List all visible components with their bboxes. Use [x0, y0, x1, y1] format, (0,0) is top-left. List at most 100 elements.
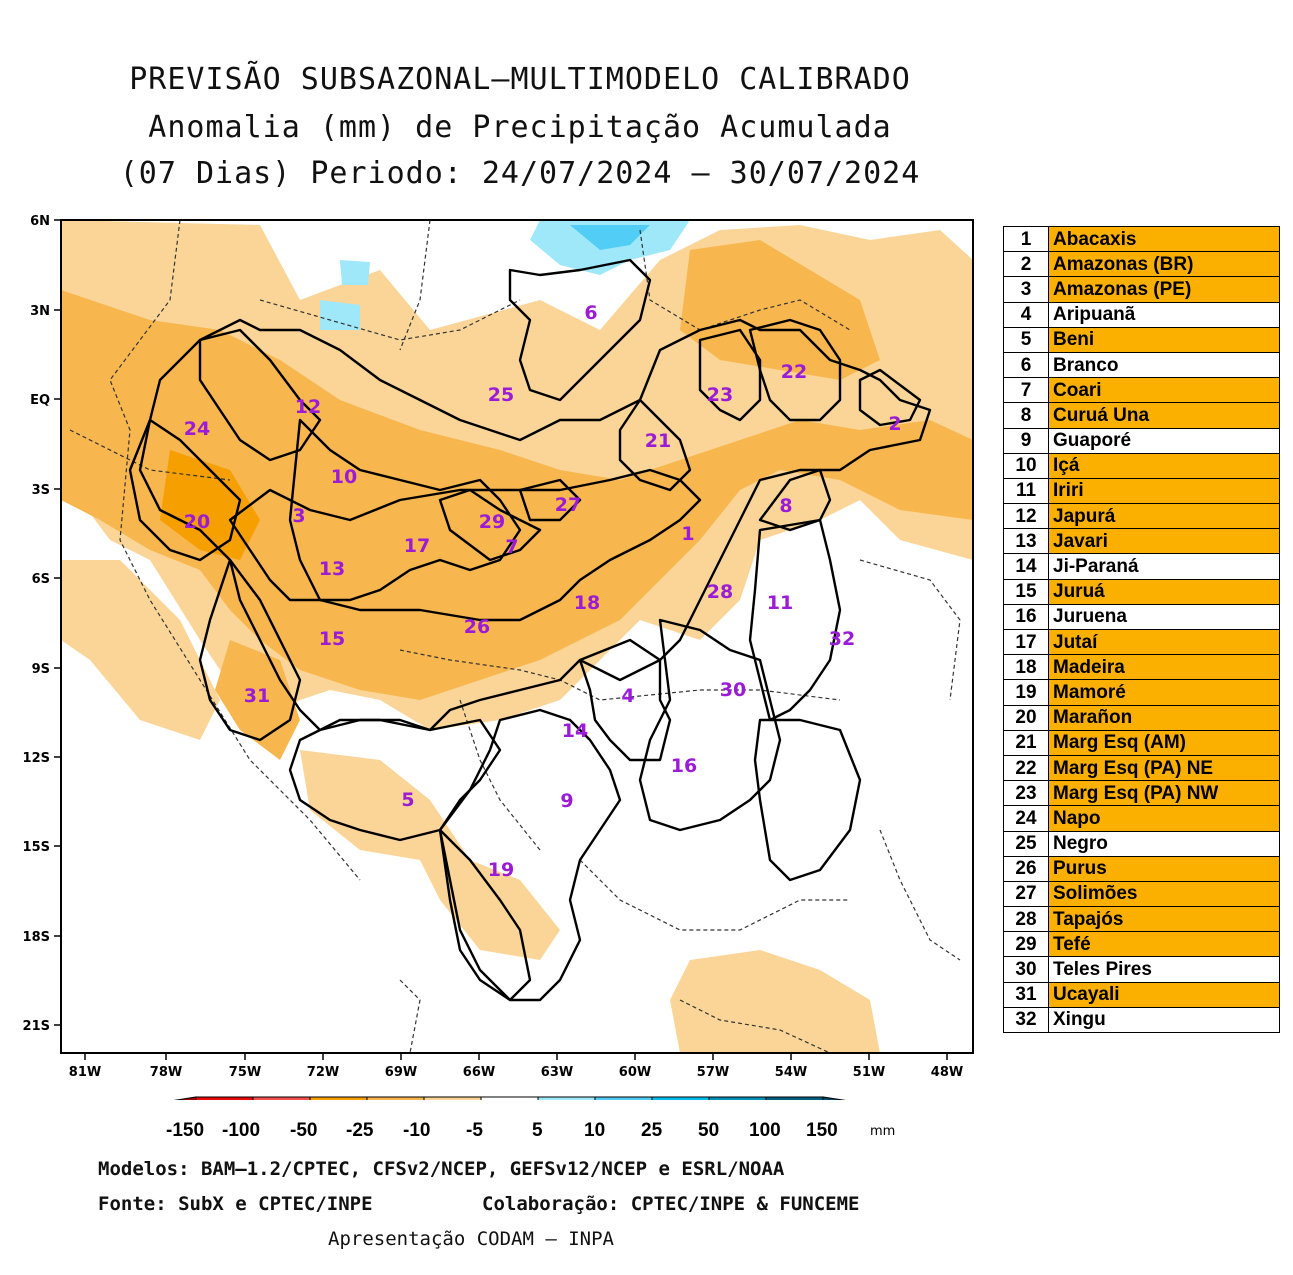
- legend-number: 3: [1003, 276, 1049, 303]
- legend-number: 13: [1003, 528, 1049, 555]
- basin-label: 5: [401, 789, 414, 811]
- colorbar-swatch: [366, 1096, 425, 1100]
- legend-number: 12: [1003, 503, 1049, 530]
- legend-row: 30 Teles Pires: [1003, 956, 1280, 983]
- basin-label: 10: [331, 466, 357, 488]
- lat-axis: 6N 3N EQ 3S 6S 9S 12S 15S 18S 21S: [23, 214, 50, 1034]
- legend-basin-name: Solimões: [1048, 880, 1280, 908]
- basin-label: 24: [184, 418, 210, 440]
- anomaly-light-south: [300, 750, 560, 960]
- lon-tick: 63W: [541, 1065, 573, 1080]
- lon-tick: 48W: [931, 1065, 963, 1080]
- legend-basin-name: Purus: [1048, 855, 1280, 882]
- legend-row: 4 Aripuanã: [1003, 301, 1280, 328]
- basin-label: 30: [720, 679, 746, 701]
- legend-number: 6: [1003, 351, 1049, 379]
- legend-number: 18: [1003, 654, 1049, 681]
- legend-basin-name: Marañon: [1048, 704, 1280, 731]
- colorbar-swatch: [252, 1096, 311, 1100]
- basin-label: 14: [562, 720, 588, 742]
- basin-label: 11: [767, 592, 793, 614]
- legend-basin-name: Napo: [1048, 805, 1280, 832]
- basin-label: 18: [574, 592, 600, 614]
- legend-number: 11: [1003, 477, 1049, 505]
- legend-row: 1 Abacaxis: [1003, 225, 1280, 253]
- lon-tick: 66W: [463, 1065, 495, 1080]
- legend-number: 28: [1003, 906, 1049, 933]
- colorbar-label: 5: [532, 1120, 543, 1141]
- legend-number: 25: [1003, 830, 1049, 857]
- basin-label: 21: [645, 430, 671, 452]
- basin-label: 8: [779, 495, 792, 517]
- legend-number: 16: [1003, 603, 1049, 631]
- colorbar-unit: mm: [870, 1124, 896, 1139]
- lat-tick: 6N: [30, 214, 50, 229]
- legend-row: 29 Tefé: [1003, 931, 1280, 958]
- colorbar-swatch: [195, 1096, 254, 1100]
- legend-row: 8 Curuá Una: [1003, 402, 1280, 429]
- lat-tick: 9S: [32, 662, 50, 677]
- lat-tick: EQ: [30, 393, 50, 408]
- legend-basin-name: Coari: [1048, 377, 1280, 404]
- basin-legend-table: 1 Abacaxis 2 Amazonas (BR) 3 Amazonas (PE) 4 Ar…: [1003, 225, 1280, 1034]
- title-line-1: PREVISÃO SUBSAZONAL–MULTIMODELO CALIBRAD…: [129, 62, 911, 97]
- lon-axis: 81W 78W 75W 72W 69W 66W 63W 60W 57W 54W …: [69, 1065, 963, 1080]
- precipitation-anomaly-map: 81W 78W 75W 72W 69W 66W 63W 60W 57W 54W …: [23, 214, 974, 1100]
- basin-labels: 1 2 3 4 5 6 7 8 9 10 11 12 13 14 15 16 1…: [184, 302, 902, 881]
- colorbar-swatch: [173, 1096, 197, 1100]
- basin-label: 32: [829, 628, 855, 650]
- legend-row: 11 Iriri: [1003, 477, 1280, 505]
- colorbar-swatch: [309, 1096, 368, 1100]
- footer-collab: Colaboração: CPTEC/INPE & FUNCEME: [482, 1193, 860, 1215]
- colorbar-label: -5: [466, 1120, 483, 1141]
- legend-row: 17 Jutaí: [1003, 628, 1280, 656]
- legend-row: 32 Xingu: [1003, 1006, 1280, 1034]
- basin-label: 7: [505, 536, 518, 558]
- basin-label: 13: [319, 558, 345, 580]
- legend-row: 10 Içá: [1003, 452, 1280, 479]
- lon-tick-marks: [84, 1053, 948, 1060]
- legend-row: 16 Juruena: [1003, 603, 1280, 631]
- lat-tick: 12S: [23, 751, 50, 766]
- legend-row: 12 Japurá: [1003, 503, 1280, 530]
- legend-number: 24: [1003, 805, 1049, 832]
- legend-basin-name: Negro: [1048, 830, 1280, 857]
- legend-number: 10: [1003, 452, 1049, 479]
- basin-label: 20: [184, 511, 210, 533]
- legend-number: 23: [1003, 780, 1049, 807]
- legend-basin-name: Aripuanã: [1048, 301, 1280, 328]
- title-line-3: (07 Dias) Periodo: 24/07/2024 – 30/07/20…: [119, 156, 921, 191]
- lat-tick: 6S: [32, 572, 50, 587]
- legend-number: 19: [1003, 679, 1049, 706]
- legend-basin-name: Içá: [1048, 452, 1280, 479]
- legend-basin-name: Teles Pires: [1048, 956, 1280, 983]
- basin-label: 26: [464, 616, 490, 638]
- legend-number: 21: [1003, 729, 1049, 756]
- lat-tick-marks: [54, 219, 61, 1026]
- colorbar-swatch: [765, 1096, 824, 1100]
- legend-row: 3 Amazonas (PE): [1003, 276, 1280, 303]
- legend-row: 26 Purus: [1003, 855, 1280, 882]
- legend-number: 26: [1003, 855, 1049, 882]
- legend-basin-name: Marg Esq (PA) NW: [1048, 780, 1280, 807]
- legend-basin-name: Branco: [1048, 351, 1280, 379]
- legend-basin-name: Beni: [1048, 326, 1280, 353]
- legend-number: 4: [1003, 301, 1049, 328]
- map-frame: [60, 219, 974, 1054]
- lat-tick: 3S: [32, 483, 50, 498]
- legend-basin-name: Abacaxis: [1048, 225, 1280, 253]
- footer-presentation: Apresentação CODAM – INPA: [328, 1228, 614, 1250]
- basin-label: 16: [671, 755, 697, 777]
- legend-number: 1: [1003, 225, 1049, 253]
- colorbar-label: -150: [166, 1120, 205, 1141]
- lat-tick: 21S: [23, 1019, 50, 1034]
- basin-label: 1: [681, 523, 694, 545]
- legend-basin-name: Ji-Paraná: [1048, 553, 1280, 580]
- legend-number: 30: [1003, 956, 1049, 983]
- basin-label: 9: [560, 790, 573, 812]
- colorbar-label: 100: [749, 1120, 781, 1141]
- lat-tick: 3N: [30, 304, 50, 319]
- basin-label: 12: [295, 396, 321, 418]
- colorbar-label: 150: [806, 1120, 838, 1141]
- legend-number: 5: [1003, 326, 1049, 353]
